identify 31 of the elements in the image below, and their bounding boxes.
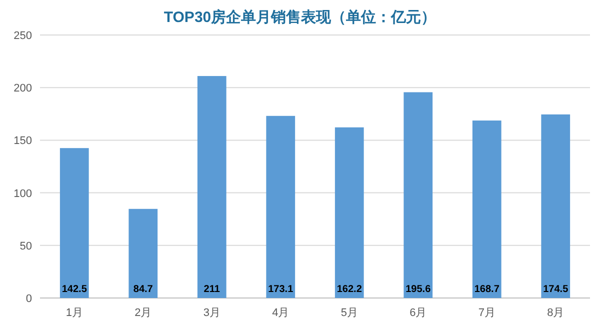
- data-label: 84.7: [133, 284, 154, 295]
- bar: [404, 92, 433, 298]
- data-label: 173.1: [268, 284, 294, 295]
- bar: [541, 114, 570, 298]
- y-tick-label: 150: [14, 135, 32, 148]
- y-tick-label: 100: [14, 188, 32, 200]
- data-label: 142.5: [62, 284, 88, 295]
- data-label: 174.5: [543, 284, 569, 295]
- x-tick-label: 7月: [478, 307, 496, 319]
- x-tick-label: 8月: [547, 307, 564, 319]
- y-tick-label: 250: [14, 30, 32, 42]
- x-tick-label: 4月: [272, 307, 290, 319]
- data-label: 211: [204, 284, 220, 295]
- bar: [197, 76, 226, 298]
- bar: [472, 120, 502, 298]
- bar: [128, 208, 158, 298]
- y-tick-label: 0: [26, 293, 32, 305]
- bar: [266, 116, 296, 298]
- bar: [60, 148, 89, 298]
- data-label: 162.2: [336, 284, 362, 295]
- x-tick-label: 3月: [203, 307, 220, 319]
- x-tick-label: 5月: [340, 307, 358, 319]
- x-tick-label: 2月: [134, 307, 152, 319]
- x-tick-label: 1月: [66, 307, 83, 319]
- y-tick-label: 50: [20, 240, 32, 252]
- data-label: 168.7: [474, 284, 500, 295]
- data-label: 195.6: [406, 284, 432, 295]
- chart-title: TOP30房企单月销售表现（单位：亿元）: [164, 8, 436, 26]
- bar: [334, 127, 364, 298]
- x-tick-label: 6月: [410, 307, 427, 319]
- y-tick-label: 200: [14, 82, 32, 95]
